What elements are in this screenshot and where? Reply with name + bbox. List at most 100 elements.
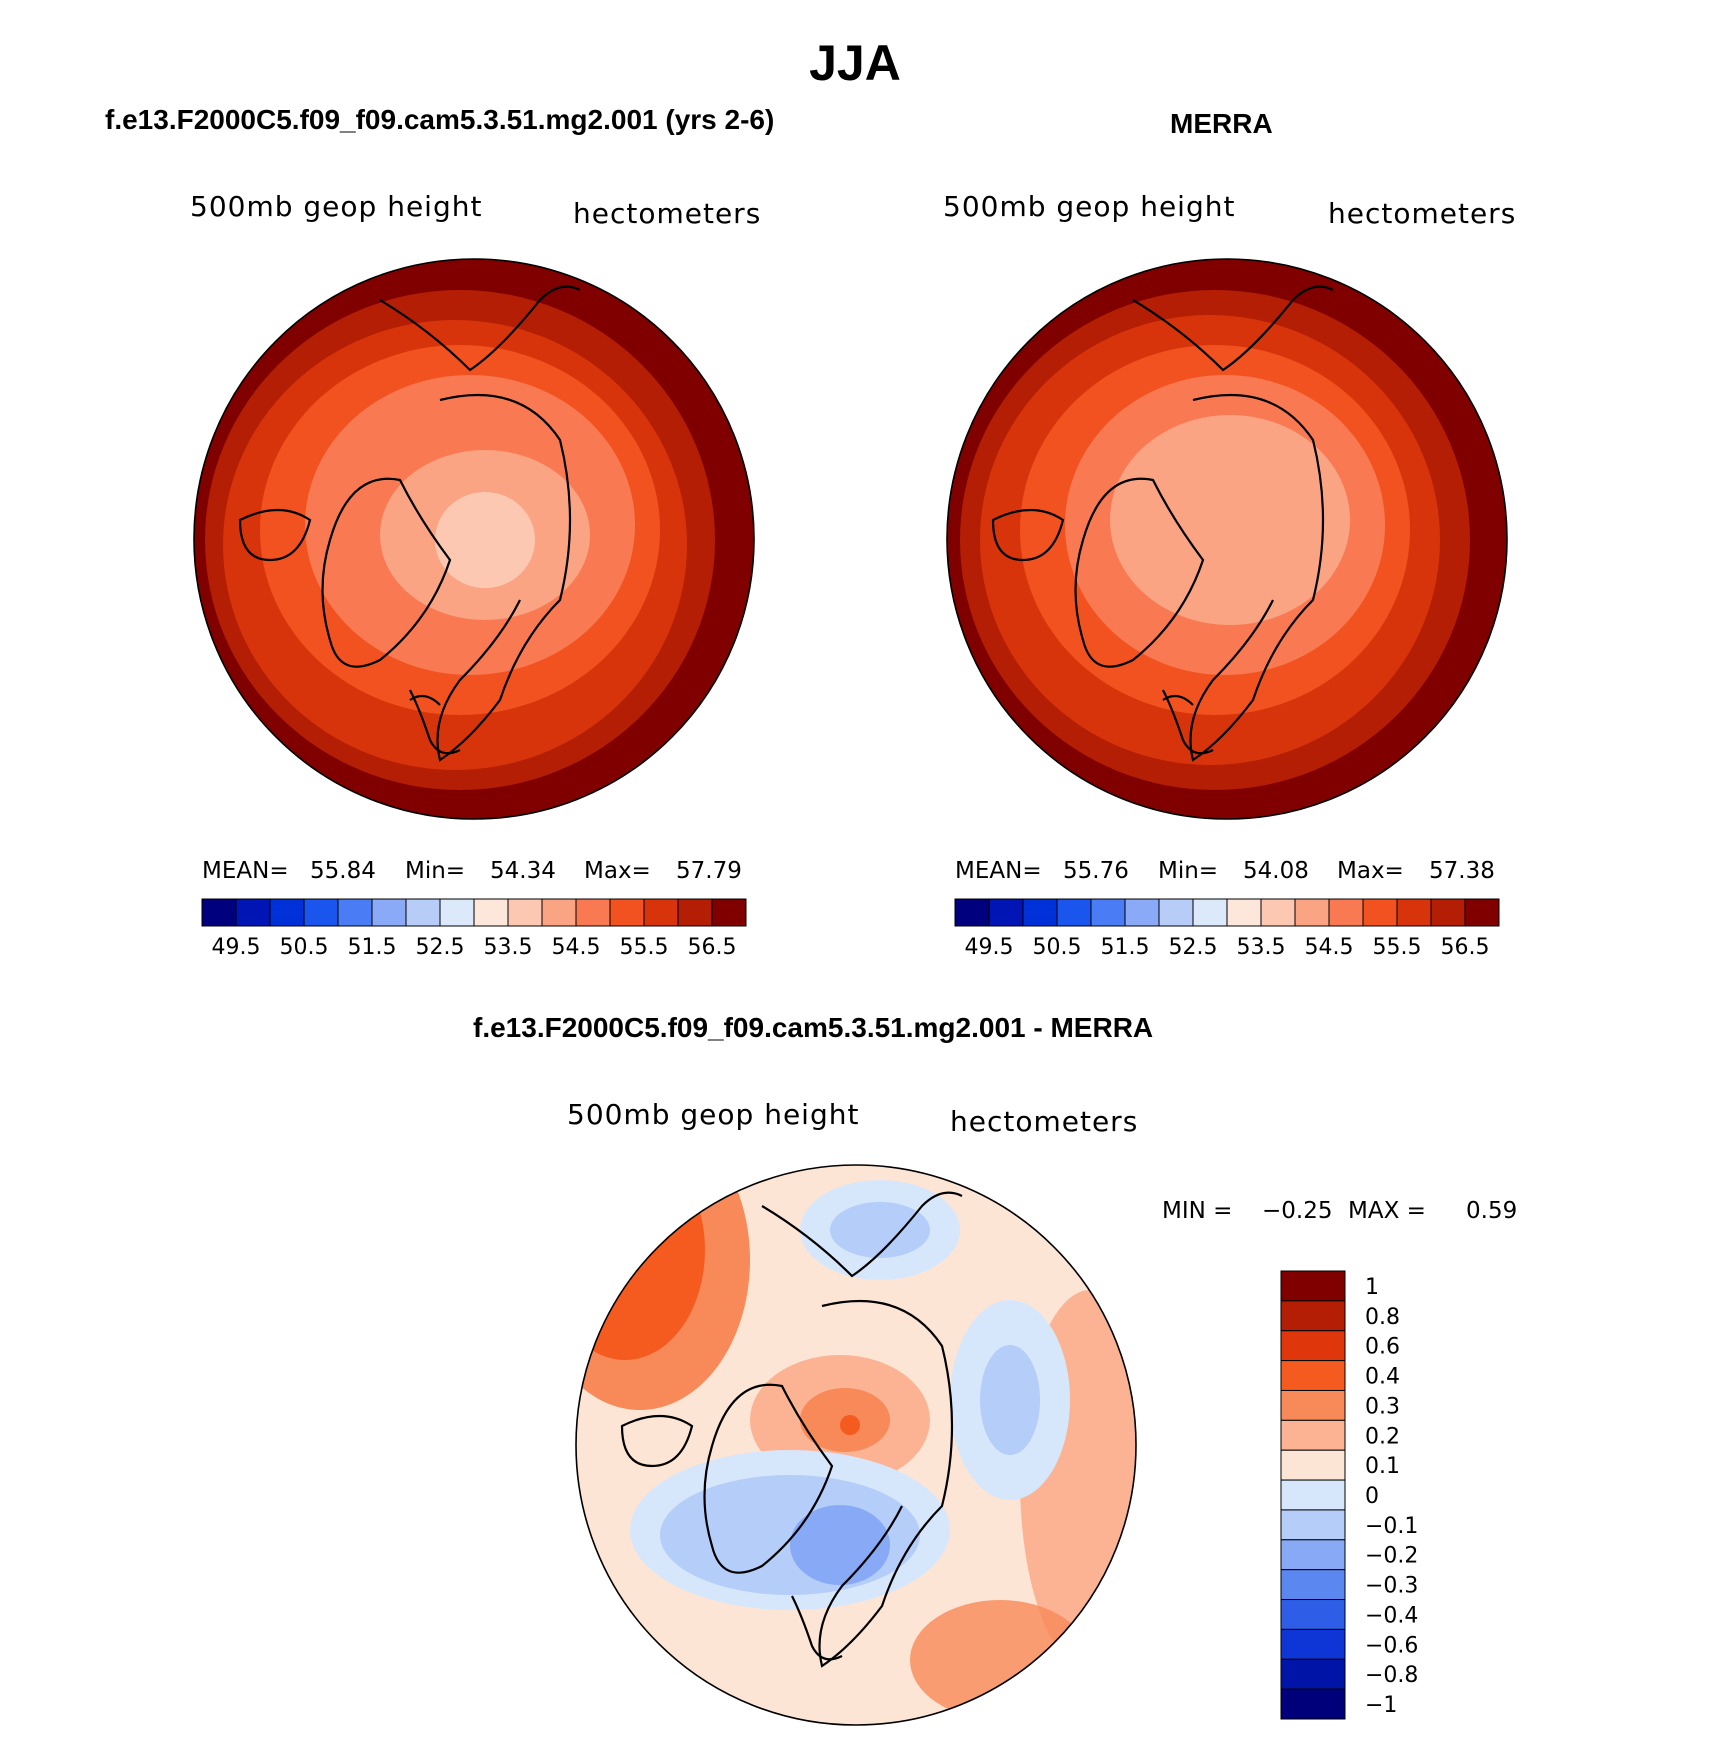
model-colorbar-tick: 51.5 [348,935,397,960]
obs-colorbar-tick: 51.5 [1101,935,1150,960]
obs-colorbar-box [1226,898,1262,927]
diff-colorbar-box [1280,1658,1346,1690]
model-units-label: hectometers [573,197,762,230]
diff-colorbar-tick: 0.3 [1365,1394,1400,1419]
model-max-label: Max= [584,858,651,884]
model-map-boundary [193,258,755,820]
diff-panel-title: f.e13.F2000C5.f09_f09.cam5.3.51.mg2.001 … [473,1012,1154,1043]
obs-coastlines [991,285,1334,762]
figure-title: JJA [809,35,901,91]
diff-colorbar-tick: 1 [1365,1275,1379,1300]
diff-units-label: hectometers [950,1105,1139,1138]
diff-coastlines [620,1191,963,1668]
obs-colorbar-box [1430,898,1466,927]
obs-field-label: 500mb geop height [943,190,1236,223]
diff-colorbar-tick: 0.8 [1365,1305,1400,1330]
obs-min-value: 54.08 [1243,858,1309,884]
model-colorbar-box [609,898,645,927]
obs-colorbar-box [1328,898,1364,927]
model-colorbar-box [405,898,441,927]
model-max-value: 57.79 [676,858,742,884]
model-field-label: 500mb geop height [190,190,483,223]
model-colorbar-box [269,898,305,927]
model-colorbar-box [337,898,373,927]
obs-colorbar-box [1396,898,1432,927]
diff-colorbar-tick: 0.6 [1365,1335,1400,1360]
diff-colorbar-box [1280,1569,1346,1601]
diff-colorbar-tick: −0.3 [1365,1574,1418,1599]
diff-colorbar-tick: 0.4 [1365,1365,1400,1390]
diff-colorbar-box [1280,1479,1346,1511]
model-min-value: 54.34 [490,858,556,884]
obs-units-label: hectometers [1328,197,1517,230]
model-colorbar-box [201,898,237,927]
obs-colorbar-tick: 55.5 [1373,935,1422,960]
diff-colorbar-tick: 0 [1365,1484,1379,1509]
obs-colorbar-box [1464,898,1500,927]
diff-colorbar: 1 0.8 0.6 0.4 0.3 0.2 0.1 0 −0.1 −0.2 −0.3 −0.4 −0.6… [1280,1270,1418,1720]
diff-max-value: 0.59 [1466,1198,1518,1224]
obs-colorbar-box [1124,898,1160,927]
model-colorbar-box [473,898,509,927]
obs-colorbar-box [1192,898,1228,927]
model-colorbar-box [371,898,407,927]
model-colorbar-tick: 56.5 [688,935,737,960]
obs-colorbar-box [1022,898,1058,927]
obs-colorbar-box [1294,898,1330,927]
model-min-label: Min= [405,858,466,884]
obs-colorbar-tick: 52.5 [1169,935,1218,960]
model-coastlines [238,285,581,762]
diff-colorbar-tick: 0.2 [1365,1424,1400,1449]
obs-mean-label: MEAN= [955,858,1042,884]
obs-colorbar-tick: 50.5 [1033,935,1082,960]
model-colorbar-tick: 55.5 [620,935,669,960]
obs-colorbar-box [1056,898,1092,927]
diff-colorbar-box [1280,1300,1346,1332]
model-colorbar-box [677,898,713,927]
model-colorbar-box [303,898,339,927]
obs-colorbar-tick: 54.5 [1305,935,1354,960]
model-colorbar-box [541,898,577,927]
obs-max-label: Max= [1337,858,1404,884]
diff-map [576,1165,1136,1725]
diff-colorbar-tick: −0.6 [1365,1633,1418,1658]
obs-min-label: Min= [1158,858,1219,884]
diff-colorbar-tick: −0.8 [1365,1663,1418,1688]
model-colorbar-box [235,898,271,927]
diff-colorbar-box [1280,1688,1346,1720]
obs-colorbar-box [1362,898,1398,927]
model-mean-value: 55.84 [310,858,376,884]
obs-map [947,259,1507,819]
obs-panel-title: MERRA [1170,108,1273,139]
model-colorbar-box [439,898,475,927]
model-mean-label: MEAN= [202,858,289,884]
obs-colorbar-box [1260,898,1296,927]
model-colorbar-box [711,898,747,927]
obs-colorbar-box [954,898,990,927]
model-colorbar-tick: 53.5 [484,935,533,960]
obs-colorbar-box [988,898,1024,927]
obs-colorbar-tick: 53.5 [1237,935,1286,960]
diff-colorbar-box [1280,1389,1346,1421]
model-colorbar-tick: 49.5 [212,935,261,960]
diff-colorbar-box [1280,1509,1346,1541]
obs-colorbar-tick: 49.5 [965,935,1014,960]
diff-max-label: MAX = [1348,1198,1426,1224]
diff-min-label: MIN = [1162,1198,1233,1224]
diff-colorbar-tick: −1 [1365,1693,1397,1718]
obs-colorbar-box [1158,898,1194,927]
diff-colorbar-box [1280,1539,1346,1571]
obs-colorbar-box [1090,898,1126,927]
diff-colorbar-box [1280,1360,1346,1391]
diff-colorbar-tick: −0.4 [1365,1603,1418,1628]
diff-min-value: −0.25 [1262,1198,1333,1224]
obs-map-boundary [946,258,1508,820]
model-colorbar-box [575,898,611,927]
diff-colorbar-tick: −0.2 [1365,1544,1418,1569]
obs-mean-value: 55.76 [1063,858,1129,884]
diff-colorbar-box [1280,1599,1346,1630]
diff-map-boundary [575,1164,1137,1726]
diff-colorbar-box [1280,1628,1346,1660]
model-colorbar-tick: 50.5 [280,935,329,960]
model-colorbar: 49.5 50.5 51.5 52.5 53.5 54.5 55.5 56.5 [201,898,747,960]
